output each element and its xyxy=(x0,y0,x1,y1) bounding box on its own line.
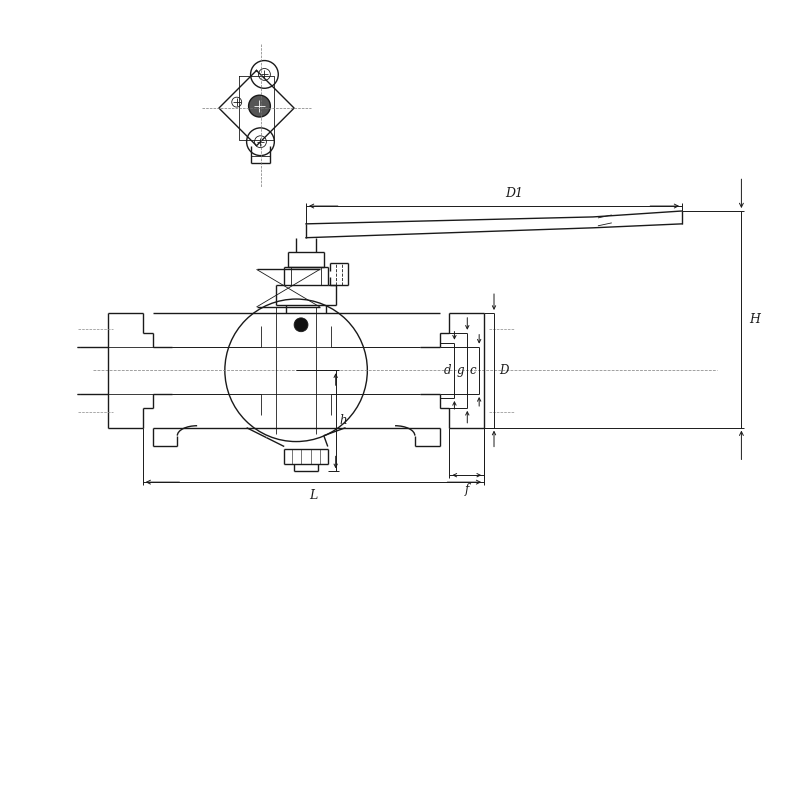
Text: g: g xyxy=(457,364,464,377)
Text: f: f xyxy=(465,483,469,496)
Text: H: H xyxy=(750,313,760,326)
Text: h: h xyxy=(340,414,347,427)
Circle shape xyxy=(294,318,308,332)
Text: L: L xyxy=(310,489,318,502)
Text: c: c xyxy=(470,364,476,377)
Text: D: D xyxy=(499,364,508,377)
Text: d: d xyxy=(444,364,451,377)
Text: D1: D1 xyxy=(505,187,523,200)
Circle shape xyxy=(249,95,270,117)
